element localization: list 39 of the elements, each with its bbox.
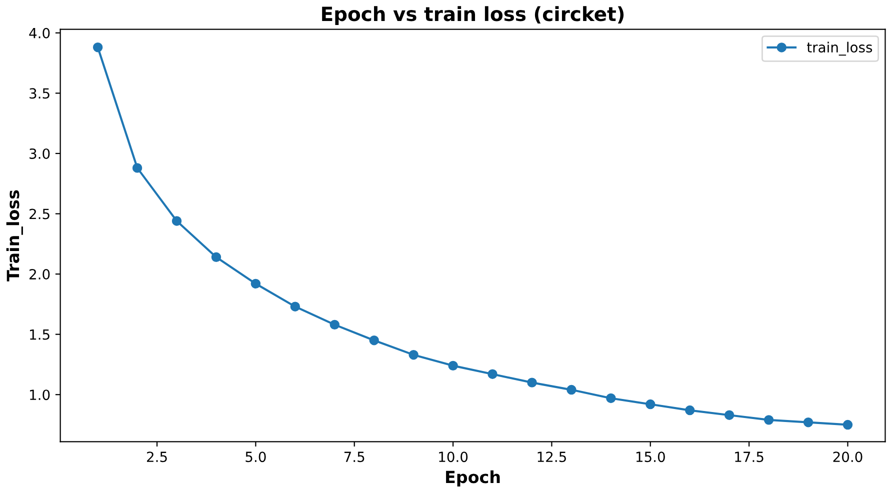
x-tick-label: 10.0 xyxy=(439,452,468,462)
point xyxy=(488,369,498,379)
x-tick-label: 2.5 xyxy=(146,452,167,462)
point xyxy=(448,360,458,371)
x-tick-label: 12.5 xyxy=(538,452,566,462)
point xyxy=(606,393,616,404)
y-tick-label: 3.5 xyxy=(30,88,50,99)
point xyxy=(172,216,182,226)
point xyxy=(764,415,774,425)
point xyxy=(646,399,656,410)
y-tick-label: 2.5 xyxy=(30,208,50,220)
x-axis-title: Epoch xyxy=(446,470,500,486)
point xyxy=(527,378,537,388)
x-tick-label: 7.5 xyxy=(344,452,364,462)
point xyxy=(369,335,379,346)
x-tick-label: 5.0 xyxy=(246,452,266,462)
point xyxy=(290,302,300,312)
point xyxy=(92,42,103,52)
legend-label: train_loss xyxy=(807,42,872,56)
y-axis-title: Train_loss xyxy=(6,190,23,282)
point xyxy=(330,320,340,330)
y-tick-label: 4.0 xyxy=(29,28,50,38)
point xyxy=(803,417,814,428)
point xyxy=(842,420,853,430)
x-tick-label: 17.5 xyxy=(735,452,764,462)
y-tick-label: 3.0 xyxy=(30,148,50,159)
point xyxy=(684,405,695,416)
x-tick-label: 20.0 xyxy=(833,452,862,462)
point xyxy=(724,410,734,420)
point xyxy=(211,252,222,262)
point xyxy=(132,163,142,173)
point xyxy=(408,350,418,360)
point xyxy=(566,384,576,395)
y-tick-label: 2.0 xyxy=(30,269,50,280)
x-tick-label: 15.0 xyxy=(636,452,665,462)
y-tick-label: 1.5 xyxy=(30,329,50,340)
point xyxy=(250,278,261,289)
y-tick-label: 1.0 xyxy=(30,390,50,400)
chart-title: Epoch vs train loss (circket) xyxy=(322,6,624,25)
